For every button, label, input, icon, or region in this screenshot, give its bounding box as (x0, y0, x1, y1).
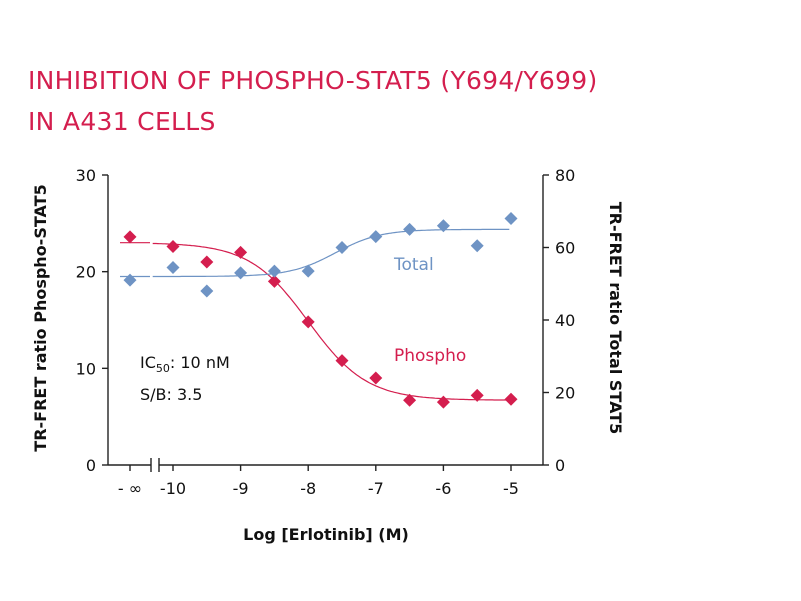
left-y-tick-label: 10 (76, 359, 96, 378)
data-points (123, 212, 518, 409)
data-point-total (123, 273, 137, 287)
right-y-tick-label: 40 (555, 311, 575, 330)
data-point-phospho (470, 388, 484, 402)
right-y-tick-label: 0 (555, 456, 565, 475)
data-point-total (403, 222, 417, 236)
series-label-total: Total (393, 255, 434, 275)
left-y-axis-title: TR-FRET ratio Phospho-STAT5 (31, 184, 50, 451)
fit-curves (120, 228, 510, 401)
ic50-annotation: IC50: 10 nM (140, 353, 230, 375)
left-y-ticks: 0 10 20 30 (76, 166, 108, 475)
chart-title: INHIBITION OF PHOSPHO-STAT5 (Y694/Y699) … (28, 60, 598, 142)
x-ticks: - ∞ -10 -9 -8 -7 -6 -5 (118, 465, 519, 498)
x-tick-label: -8 (300, 479, 316, 498)
data-point-phospho (436, 395, 450, 409)
fit-curve-phospho (152, 242, 510, 401)
data-point-phospho (301, 315, 315, 329)
data-point-phospho (267, 274, 281, 288)
data-point-phospho (200, 255, 214, 269)
chart-title-line-1: INHIBITION OF PHOSPHO-STAT5 (Y694/Y699) (28, 66, 598, 95)
x-tick-label: -6 (435, 479, 451, 498)
ic50-prefix: IC (140, 353, 156, 372)
right-y-ticks: 0 20 40 60 80 (543, 166, 575, 475)
data-point-total (234, 266, 248, 280)
x-tick-label: -10 (160, 479, 186, 498)
data-point-total (267, 264, 281, 278)
data-point-total (504, 212, 518, 225)
right-y-axis-title: TR-FRET ratio Total STAT5 (606, 202, 625, 435)
left-y-tick-label: 30 (76, 166, 96, 185)
data-point-total (436, 219, 450, 233)
data-point-total (200, 284, 214, 298)
data-point-total (369, 230, 383, 244)
x-tick-label: -5 (503, 479, 519, 498)
data-point-total (335, 241, 349, 254)
data-point-phospho (234, 245, 248, 259)
series-label-phospho: Phospho (394, 346, 466, 366)
right-y-tick-label: 80 (555, 166, 575, 185)
data-point-total (166, 260, 180, 274)
right-y-tick-label: 60 (555, 239, 575, 258)
right-y-tick-label: 20 (555, 384, 575, 403)
ic50-value: : 10 nM (170, 353, 230, 372)
x-axis-title: Log [Erlotinib] (M) (243, 525, 409, 544)
data-point-phospho (123, 230, 137, 244)
data-point-phospho (504, 392, 518, 406)
x-tick-label: - ∞ (118, 479, 142, 498)
data-point-total (301, 264, 315, 278)
fit-curve-total (152, 228, 510, 278)
chart-title-line-2: IN A431 CELLS (28, 107, 216, 136)
data-point-phospho (403, 393, 417, 407)
sb-annotation: S/B: 3.5 (140, 385, 202, 404)
data-point-total (470, 239, 484, 253)
data-point-phospho (166, 240, 180, 254)
left-y-tick-label: 20 (76, 263, 96, 282)
ic50-subscript: 50 (156, 362, 170, 375)
left-y-tick-label: 0 (86, 456, 96, 475)
x-tick-label: -9 (233, 479, 249, 498)
x-tick-label: -7 (368, 479, 384, 498)
data-point-phospho (335, 354, 349, 368)
data-point-phospho (369, 371, 383, 385)
